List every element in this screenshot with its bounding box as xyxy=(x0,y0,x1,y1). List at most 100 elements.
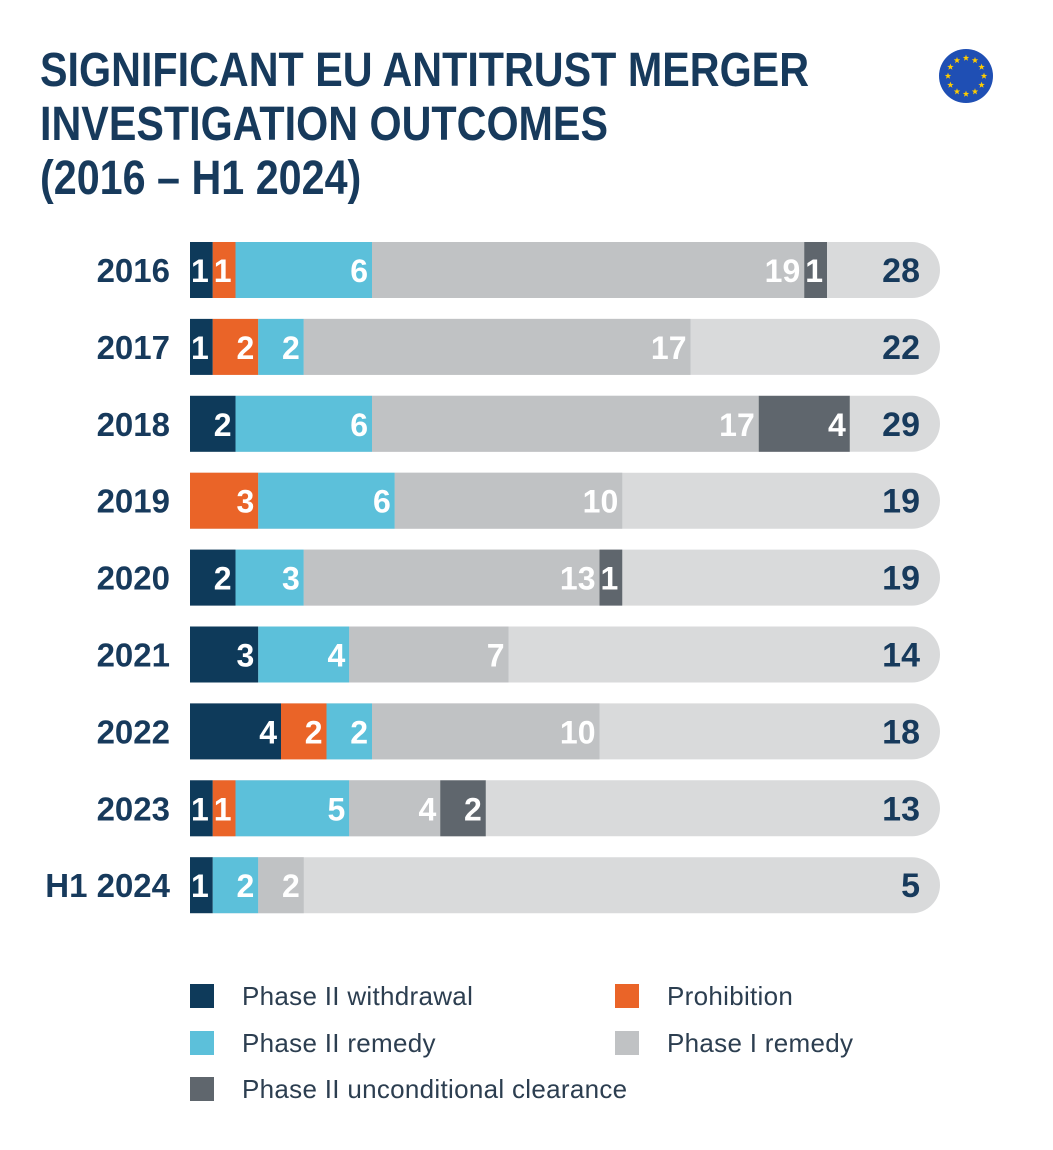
bar-segment-phase2-unconditional xyxy=(440,780,486,837)
category-label: 2022 xyxy=(97,713,170,750)
bar-segment-phase1-remedy xyxy=(303,549,600,606)
legend-swatch-prohibition xyxy=(615,984,639,1008)
data-label: 6 xyxy=(350,253,368,289)
eu-star xyxy=(962,90,970,97)
total-label: 14 xyxy=(882,637,920,675)
bar-row: 2020 2 3 13 1 19 xyxy=(97,549,941,606)
data-label: 4 xyxy=(418,791,436,827)
total-label: 22 xyxy=(882,329,920,367)
category-label: 2021 xyxy=(97,637,170,674)
total-label: 29 xyxy=(882,406,920,444)
bar-row: 2017 1 2 2 17 22 xyxy=(97,318,941,375)
bar-segment-phase2-withdrawal xyxy=(190,857,213,914)
data-label: 3 xyxy=(236,638,254,674)
legend-label: Phase II unconditional clearance xyxy=(242,1073,628,1104)
legend-item-phase1-remedy: Phase I remedy xyxy=(615,1025,853,1061)
bar-segment-phase2-remedy xyxy=(258,472,395,529)
bar-segment-phase2-withdrawal xyxy=(190,549,236,606)
bar-row: 2019 3 6 10 19 xyxy=(97,472,940,529)
bar-segment-phase2-withdrawal xyxy=(190,395,236,452)
bar-segment-phase1-remedy xyxy=(394,472,623,529)
bar-row: 2023 1 1 5 4 2 13 xyxy=(97,780,941,837)
data-label: 3 xyxy=(282,561,300,597)
legend-label: Phase II withdrawal xyxy=(242,980,474,1011)
eu-flag-stars xyxy=(944,54,988,97)
title-line-1: SIGNIFICANT EU ANTITRUST MERGER xyxy=(40,44,810,97)
category-label: 2019 xyxy=(97,483,170,520)
total-label: 19 xyxy=(882,483,920,521)
category-label: 2018 xyxy=(97,406,170,443)
data-label: 1 xyxy=(600,561,618,597)
bar-segment-phase2-remedy xyxy=(235,780,350,837)
eu-star xyxy=(953,88,961,95)
data-label: 1 xyxy=(191,791,209,827)
bar-segment-phase2-remedy xyxy=(212,857,259,914)
bar-track xyxy=(190,857,941,914)
legend-label: Phase I remedy xyxy=(667,1027,854,1058)
eu-flag-disc xyxy=(939,49,993,103)
data-label: 17 xyxy=(651,330,687,366)
data-label: 4 xyxy=(828,407,846,443)
eu-star xyxy=(978,63,985,70)
data-label: 17 xyxy=(719,407,755,443)
legend-item-phase2-withdrawal: Phase II withdrawal xyxy=(190,978,473,1014)
bar-segment-phase1-remedy xyxy=(372,395,759,452)
data-label: 2 xyxy=(214,561,232,597)
total-label: 28 xyxy=(882,252,920,290)
bar-segment-phase2-unconditional xyxy=(804,242,827,298)
total-label: 5 xyxy=(901,867,920,905)
bar-segment-phase2-withdrawal xyxy=(190,703,281,760)
data-label: 2 xyxy=(282,868,300,904)
bar-segment-phase2-remedy xyxy=(258,626,350,683)
chart-title: SIGNIFICANT EU ANTITRUST MERGER INVESTIG… xyxy=(40,44,900,206)
data-label: 2 xyxy=(305,714,323,750)
data-label: 7 xyxy=(487,638,505,674)
category-label: 2016 xyxy=(97,252,170,289)
bar-segment-phase2-remedy xyxy=(235,395,372,452)
data-label: 1 xyxy=(191,330,209,366)
legend-swatch-phase2-withdrawal xyxy=(190,984,214,1008)
eu-star xyxy=(962,54,970,61)
total-label: 19 xyxy=(882,560,920,598)
legend-swatch-phase2-unconditional xyxy=(190,1077,214,1101)
data-label: 2 xyxy=(236,330,254,366)
data-label: 5 xyxy=(327,791,345,827)
bar-segment-prohibition xyxy=(212,780,236,837)
data-label: 2 xyxy=(464,791,482,827)
data-label: 3 xyxy=(236,484,254,520)
data-label: 2 xyxy=(214,407,232,443)
eu-star xyxy=(971,88,979,95)
legend-item-phase2-unconditional: Phase II unconditional clearance xyxy=(190,1071,627,1107)
data-label: 1 xyxy=(191,253,209,289)
eu-star xyxy=(980,72,988,79)
legend-item-prohibition: Prohibition xyxy=(615,978,793,1014)
bar-segment-phase1-remedy xyxy=(303,318,691,375)
bar-segment-phase2-unconditional xyxy=(599,549,623,606)
eu-star xyxy=(947,81,954,88)
data-label: 1 xyxy=(214,253,232,289)
data-label: 4 xyxy=(327,638,345,674)
data-label: 6 xyxy=(373,484,391,520)
data-label: 10 xyxy=(560,714,596,750)
legend-swatch-phase2-remedy xyxy=(190,1031,214,1055)
total-label: 18 xyxy=(882,713,920,751)
bar-segment-prohibition xyxy=(212,318,259,375)
data-label: 1 xyxy=(214,791,232,827)
bar-segment-phase1-remedy xyxy=(372,242,805,298)
title-line-3: (2016 – H1 2024) xyxy=(40,152,362,205)
data-label: 4 xyxy=(259,714,277,750)
eu-star xyxy=(978,81,985,88)
data-label: 2 xyxy=(236,868,254,904)
bar-segment-phase2-remedy xyxy=(235,549,304,606)
bar-segment-prohibition xyxy=(212,242,236,298)
bar-row: 2016 1 1 6 19 1 28 xyxy=(97,242,940,298)
bar-segment-phase1-remedy xyxy=(349,780,441,837)
bar-segment-prohibition xyxy=(190,472,259,529)
eu-star xyxy=(947,63,954,70)
title-line-2: INVESTIGATION OUTCOMES xyxy=(40,98,609,151)
category-label: 2020 xyxy=(97,560,170,597)
data-label: 19 xyxy=(765,253,801,289)
bar-segment-prohibition xyxy=(281,703,327,760)
